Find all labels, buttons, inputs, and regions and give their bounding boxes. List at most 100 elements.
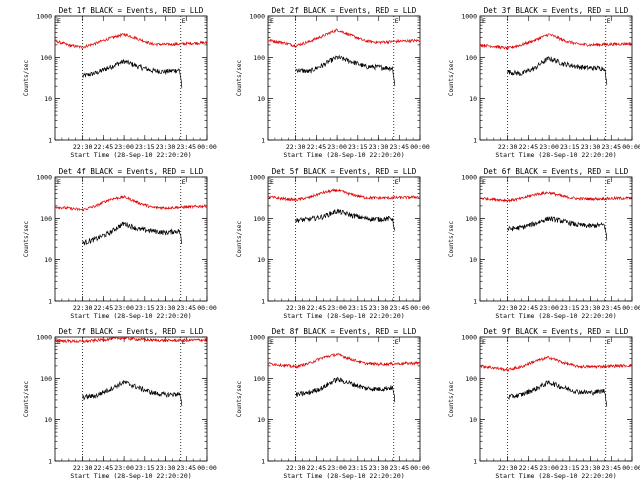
- x-tick-label: 22:30: [498, 143, 518, 151]
- x-tick-label: 23:30: [581, 464, 601, 472]
- plot-frame: [479, 15, 633, 141]
- x-tick-label: 23:30: [156, 464, 176, 472]
- y-axis-label: Counts/sec: [448, 381, 455, 418]
- x-tick-label: 22:45: [519, 143, 539, 151]
- plot-frame: [54, 336, 208, 462]
- y-tick-label: 1000: [36, 334, 52, 342]
- x-tick-label: 23:45: [176, 304, 196, 312]
- x-tick-label: 23:00: [539, 143, 559, 151]
- x-tick-label: 22:30: [498, 304, 518, 312]
- y-axis-label: Counts/sec: [23, 381, 30, 418]
- x-tick-label: 23:30: [156, 304, 176, 312]
- panel-title: Det 1f BLACK = Events, RED = LLD: [59, 6, 204, 15]
- panel-title: Det 2f BLACK = Events, RED = LLD: [272, 6, 417, 15]
- lld-series: [479, 190, 632, 204]
- plot-frame: [479, 176, 633, 302]
- events-series: [295, 208, 396, 231]
- x-tick-label: 23:30: [581, 304, 601, 312]
- plot-frame: [267, 15, 421, 141]
- detector-panel-9: Det 9f BLACK = Events, RED = LLD 1 10 100 10…: [448, 327, 640, 480]
- x-tick-label: 22:45: [94, 464, 114, 472]
- panel-title: Det 9f BLACK = Events, RED = LLD: [484, 327, 629, 336]
- marker-label-end: E: [395, 178, 399, 186]
- y-axis-label: Counts/sec: [448, 60, 455, 97]
- x-tick-label: 23:00: [114, 464, 134, 472]
- x-tick-label: 00:00: [622, 143, 640, 151]
- x-axis-label: Start Time (28-Sep-10 22:20:20): [70, 472, 191, 480]
- lld-series: [54, 32, 208, 49]
- y-tick-label: 10: [257, 95, 265, 103]
- x-tick-label: 23:15: [560, 304, 580, 312]
- detector-panel-3: Det 3f BLACK = Events, RED = LLD 1 10 100 10…: [448, 6, 640, 159]
- marker-label-end: E: [182, 178, 186, 186]
- y-tick-label: 100: [253, 375, 265, 383]
- x-axis-label: Start Time (28-Sep-10 22:20:20): [70, 151, 191, 159]
- y-tick-label: 100: [40, 375, 52, 383]
- y-tick-label: 100: [253, 54, 265, 62]
- detector-panel-2: Det 2f BLACK = Events, RED = LLD 1 10 100 10…: [236, 6, 430, 159]
- x-tick-label: 22:30: [286, 464, 306, 472]
- panel-title: Det 3f BLACK = Events, RED = LLD: [484, 6, 629, 15]
- x-axis-label: Start Time (28-Sep-10 22:20:20): [495, 472, 616, 480]
- x-tick-label: 22:45: [519, 464, 539, 472]
- x-tick-label: 23:15: [348, 304, 368, 312]
- x-tick-label: 23:15: [135, 304, 155, 312]
- x-tick-label: 23:00: [327, 304, 347, 312]
- x-tick-label: 00:00: [410, 464, 430, 472]
- marker-label-start: E: [57, 178, 61, 186]
- x-tick-label: 22:45: [307, 464, 327, 472]
- y-tick-label: 10: [44, 256, 52, 264]
- x-tick-label: 22:30: [286, 143, 306, 151]
- marker-label-start: E: [270, 338, 274, 346]
- y-tick-label: 100: [465, 54, 477, 62]
- y-tick-label: 10: [257, 416, 265, 424]
- y-tick-label: 1000: [461, 174, 477, 182]
- x-tick-label: 23:30: [369, 304, 389, 312]
- y-tick-label: 10: [257, 256, 265, 264]
- x-tick-label: 23:45: [176, 464, 196, 472]
- y-tick-label: 100: [40, 215, 52, 223]
- detector-panel-6: Det 6f BLACK = Events, RED = LLD 1 10 100 10…: [448, 167, 640, 320]
- y-tick-label: 1000: [249, 174, 265, 182]
- x-tick-label: 23:30: [156, 143, 176, 151]
- plot-frame: [54, 15, 208, 141]
- y-tick-label: 10: [44, 95, 52, 103]
- marker-label-end: E: [395, 338, 399, 346]
- y-tick-label: 10: [44, 416, 52, 424]
- x-tick-label: 23:00: [327, 143, 347, 151]
- x-tick-label: 00:00: [622, 304, 640, 312]
- marker-label-start: E: [270, 178, 274, 186]
- x-tick-label: 23:15: [560, 143, 580, 151]
- y-tick-label: 1: [473, 137, 477, 145]
- y-tick-label: 1: [261, 458, 265, 466]
- x-tick-label: 23:30: [369, 143, 389, 151]
- marker-label-start: E: [57, 17, 61, 25]
- events-series: [507, 216, 608, 241]
- lld-series: [267, 188, 420, 202]
- x-tick-label: 23:00: [114, 143, 134, 151]
- events-series: [507, 380, 608, 407]
- x-tick-label: 23:15: [348, 464, 368, 472]
- y-tick-label: 10: [469, 416, 477, 424]
- x-tick-label: 22:30: [73, 143, 93, 151]
- x-tick-label: 22:30: [286, 304, 306, 312]
- marker-label-end: E: [395, 17, 399, 25]
- plot-frame: [479, 336, 633, 462]
- x-axis-label: Start Time (28-Sep-10 22:20:20): [495, 312, 616, 320]
- x-tick-label: 22:45: [307, 143, 327, 151]
- marker-label-start: E: [482, 178, 486, 186]
- y-tick-label: 1: [48, 298, 52, 306]
- x-axis-label: Start Time (28-Sep-10 22:20:20): [495, 151, 616, 159]
- marker-label-end: E: [607, 17, 611, 25]
- x-tick-label: 00:00: [410, 304, 430, 312]
- x-tick-label: 00:00: [197, 304, 217, 312]
- y-axis-label: Counts/sec: [23, 60, 30, 97]
- marker-label-start: E: [270, 17, 274, 25]
- y-tick-label: 1000: [461, 334, 477, 342]
- x-tick-label: 23:45: [389, 143, 409, 151]
- marker-label-start: E: [482, 338, 486, 346]
- detector-panel-8: Det 8f BLACK = Events, RED = LLD 1 10 100 10…: [236, 327, 430, 480]
- x-tick-label: 23:30: [369, 464, 389, 472]
- lld-series: [54, 195, 208, 212]
